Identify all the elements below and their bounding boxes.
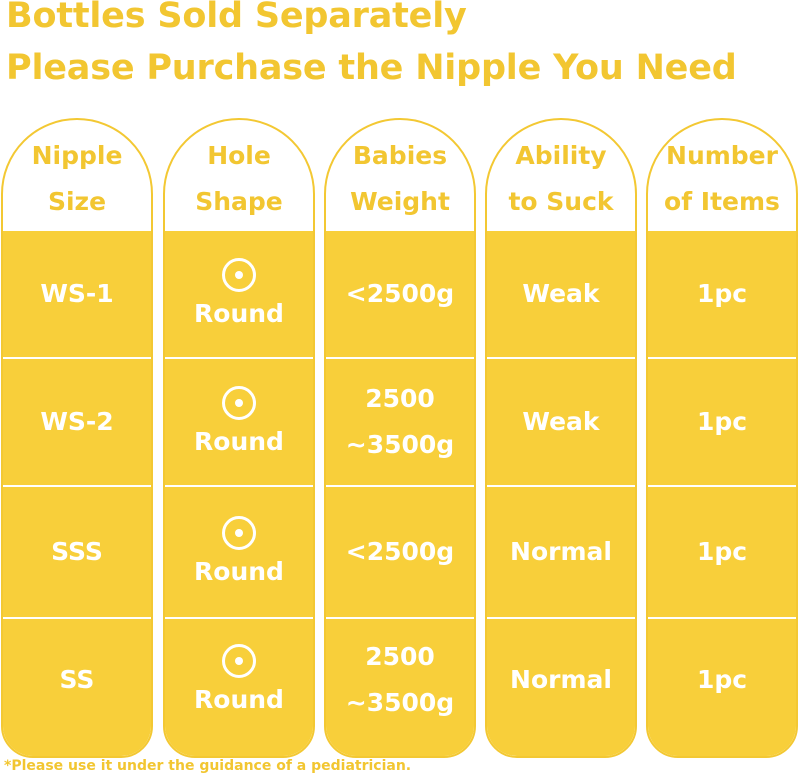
row-divider xyxy=(165,617,313,619)
cell-shape: Round xyxy=(165,619,313,741)
row-divider xyxy=(648,617,796,619)
footnote: *Please use it under the guidance of a p… xyxy=(4,758,412,774)
items-value: 1pc xyxy=(696,279,748,308)
cell-items: 1pc xyxy=(648,619,796,741)
round-hole-icon xyxy=(221,257,257,293)
cell-suck: Weak xyxy=(487,359,635,485)
cell-shape: Round xyxy=(165,231,313,357)
round-hole-icon xyxy=(221,515,257,551)
row-divider xyxy=(326,357,474,359)
cell-suck: Weak xyxy=(487,231,635,357)
header-line: Nipple xyxy=(31,140,123,170)
header-babies-weight: Babies Weight xyxy=(326,120,474,233)
round-hole-icon xyxy=(221,643,257,679)
weight-value: <2500g xyxy=(345,279,455,308)
row-divider xyxy=(326,485,474,487)
cell-items: 1pc xyxy=(648,487,796,617)
column-body: WS-1 WS-2 SSS SS xyxy=(3,231,151,756)
shape-value: Round xyxy=(194,557,284,586)
weight-value: ~3500g xyxy=(345,688,455,717)
title-line-1: Bottles Sold Separately xyxy=(6,0,467,36)
cell-size: SSS xyxy=(3,487,151,617)
header-line: Babies xyxy=(352,140,448,170)
suck-value: Weak xyxy=(522,407,600,436)
row-divider xyxy=(3,485,151,487)
cell-size: SS xyxy=(3,619,151,741)
header-line: Size xyxy=(47,186,107,216)
column-body: Weak Weak Normal Normal xyxy=(487,231,635,756)
size-value: SSS xyxy=(51,537,103,566)
column-babies-weight: Babies Weight <2500g 2500 ~3500g <2500g 25… xyxy=(324,118,476,758)
cell-suck: Normal xyxy=(487,487,635,617)
header-number-of-items: Number of Items xyxy=(648,120,796,233)
cell-size: WS-2 xyxy=(3,359,151,485)
cell-items: 1pc xyxy=(648,359,796,485)
column-nipple-size: Nipple Size WS-1 WS-2 SSS SS xyxy=(1,118,153,758)
cell-weight: 2500 ~3500g xyxy=(326,359,474,485)
header-line: Weight xyxy=(350,186,450,216)
column-hole-shape: Hole Shape Round Round Round Round xyxy=(163,118,315,758)
items-value: 1pc xyxy=(696,665,748,694)
round-hole-icon xyxy=(221,385,257,421)
row-divider xyxy=(487,485,635,487)
row-divider xyxy=(165,485,313,487)
column-number-of-items: Number of Items 1pc 1pc 1pc 1pc xyxy=(646,118,798,758)
size-value: WS-1 xyxy=(40,279,114,308)
cell-items: 1pc xyxy=(648,231,796,357)
header-nipple-size: Nipple Size xyxy=(3,120,151,233)
cell-shape: Round xyxy=(165,359,313,485)
nipple-size-table: Nipple Size WS-1 WS-2 SSS SS Hole Shape Ro… xyxy=(0,118,800,760)
row-divider xyxy=(326,617,474,619)
header-line: of Items xyxy=(664,186,780,216)
header-hole-shape: Hole Shape xyxy=(165,120,313,233)
items-value: 1pc xyxy=(696,537,748,566)
size-value: SS xyxy=(59,665,95,694)
title-line-2: Please Purchase the Nipple You Need xyxy=(6,48,737,88)
cell-weight: 2500 ~3500g xyxy=(326,619,474,741)
shape-value: Round xyxy=(194,427,284,456)
weight-value: ~3500g xyxy=(345,430,455,459)
column-ability-to-suck: Ability to Suck Weak Weak Normal Normal xyxy=(485,118,637,758)
shape-value: Round xyxy=(194,299,284,328)
weight-value: 2500 xyxy=(365,642,435,671)
header-line: Shape xyxy=(195,186,283,216)
suck-value: Normal xyxy=(510,665,612,694)
cell-suck: Normal xyxy=(487,619,635,741)
header-line: Ability xyxy=(515,140,607,170)
cell-size: WS-1 xyxy=(3,231,151,357)
suck-value: Normal xyxy=(510,537,612,566)
header-line: Hole xyxy=(207,140,271,170)
weight-value: 2500 xyxy=(365,384,435,413)
row-divider xyxy=(487,617,635,619)
header-line: Number xyxy=(666,140,778,170)
cell-weight: <2500g xyxy=(326,487,474,617)
header-line: to Suck xyxy=(508,186,614,216)
row-divider xyxy=(165,357,313,359)
column-body: 1pc 1pc 1pc 1pc xyxy=(648,231,796,756)
suck-value: Weak xyxy=(522,279,600,308)
column-body: Round Round Round Round xyxy=(165,231,313,756)
size-value: WS-2 xyxy=(40,407,114,436)
cell-weight: <2500g xyxy=(326,231,474,357)
row-divider xyxy=(487,357,635,359)
weight-value: <2500g xyxy=(345,537,455,566)
items-value: 1pc xyxy=(696,407,748,436)
column-body: <2500g 2500 ~3500g <2500g 2500 ~3500g xyxy=(326,231,474,756)
row-divider xyxy=(3,357,151,359)
row-divider xyxy=(648,485,796,487)
row-divider xyxy=(3,617,151,619)
row-divider xyxy=(648,357,796,359)
shape-value: Round xyxy=(194,685,284,714)
header-ability-to-suck: Ability to Suck xyxy=(487,120,635,233)
cell-shape: Round xyxy=(165,487,313,617)
